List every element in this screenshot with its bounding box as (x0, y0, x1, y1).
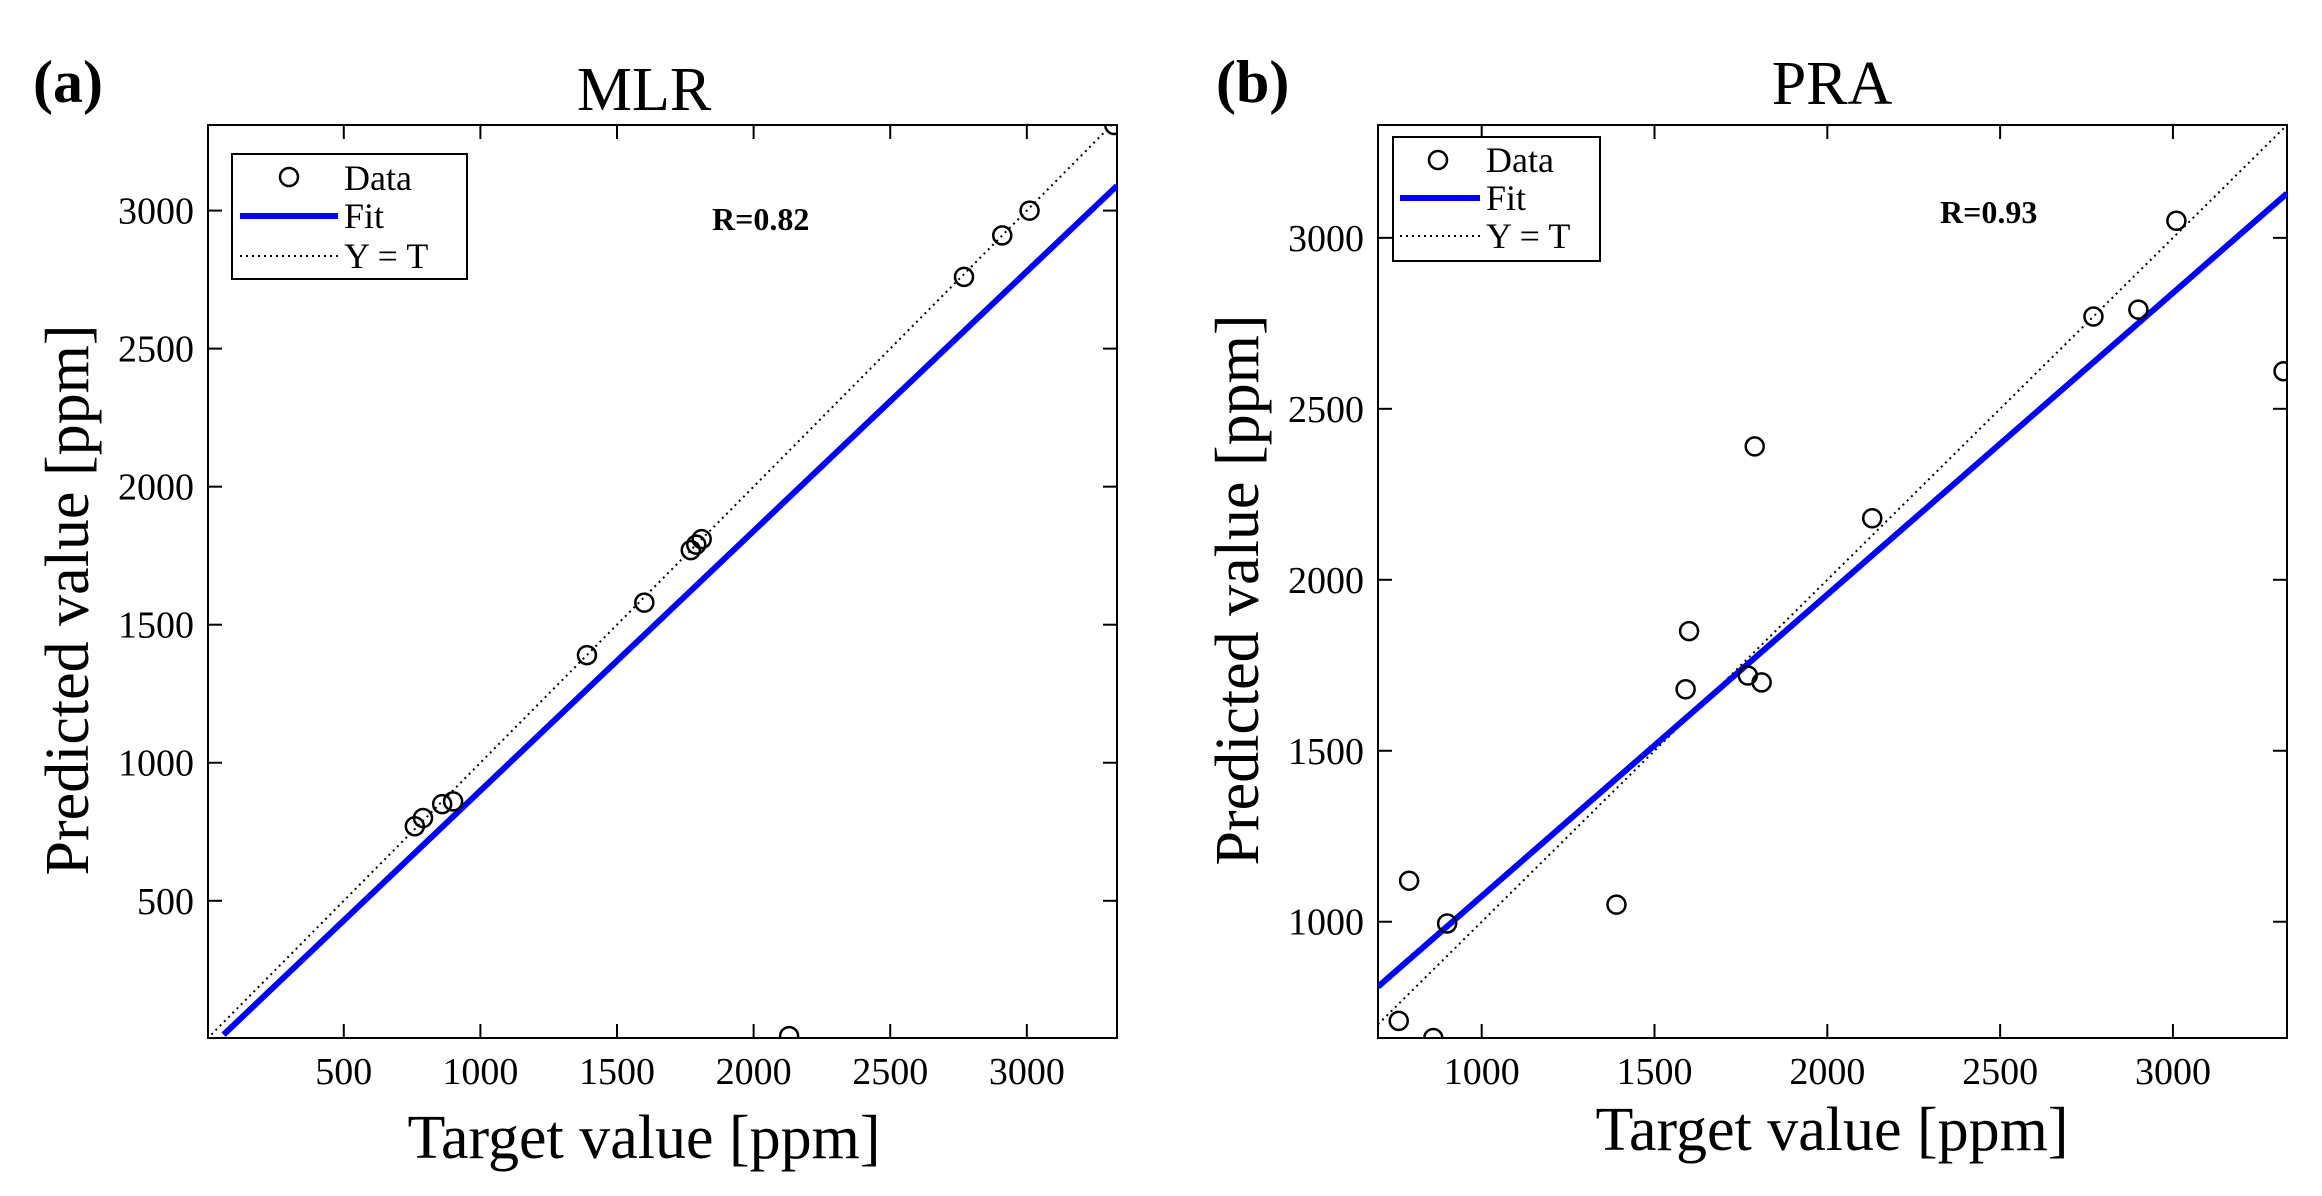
legend: Data Fit Y = T (1392, 136, 1601, 262)
x-tick-label: 1500 (1617, 1051, 1693, 1093)
data-point (1861, 507, 1883, 529)
legend-label-fit: Fit (344, 196, 384, 236)
data-points (404, 125, 1117, 1038)
tick-marks (208, 125, 1117, 1038)
legend-marker-data (278, 166, 300, 188)
fit-line (221, 183, 1117, 1037)
y-tick-label: 500 (137, 881, 194, 923)
plot-clip (1378, 125, 2287, 1038)
fit-line (1378, 191, 2287, 989)
data-point (431, 793, 453, 815)
legend-box (231, 153, 468, 280)
legend: Data Fit Y = T (231, 153, 468, 280)
data-point (1388, 1010, 1409, 1032)
panel-a: 500 1000 1500 2000 2500 3000 500 1000 1500 2000 2… (33, 49, 1118, 1172)
x-axis-title: Target value [ppm] (407, 1104, 880, 1172)
data-point (442, 791, 464, 812)
plot-area-frame (1377, 124, 2288, 1039)
y-tick-label: 2500 (118, 329, 194, 371)
x-tick-label: 2500 (1962, 1051, 2038, 1093)
x-tick-label: 1000 (442, 1051, 518, 1093)
y-tick-label: 2000 (1288, 560, 1364, 602)
chart-title: PRA (1772, 50, 1893, 118)
x-tick-label: 1500 (579, 1051, 655, 1093)
chart-title: MLR (577, 56, 712, 124)
data-point (2128, 299, 2149, 320)
x-tick-label: 3000 (989, 1051, 1065, 1093)
data-point (680, 539, 702, 561)
data-point (1751, 672, 1772, 693)
data-point (1436, 913, 1458, 934)
panel-label: (b) (1216, 49, 1289, 115)
data-point (1678, 620, 1700, 642)
y-tick-label: 3000 (118, 191, 194, 233)
data-point (412, 807, 434, 829)
panel-b: 1000 1500 2000 2500 3000 1000 1500 2000 2500 300… (1204, 49, 2288, 1164)
panel-label: (a) (33, 49, 103, 115)
data-point (634, 592, 655, 613)
data-point (1019, 200, 1040, 221)
data-point (2083, 306, 2104, 327)
y-tick-label: 2500 (1288, 389, 1364, 431)
data-point (1744, 436, 1765, 457)
legend-label-fit: Fit (1486, 178, 1526, 218)
x-tick-label: 2000 (1789, 1051, 1865, 1093)
data-point (691, 528, 712, 550)
y-axis-title: Predicted value [ppm] (34, 325, 102, 876)
legend-label-data: Data (344, 158, 412, 198)
legend-label-identity: Y = T (1486, 216, 1570, 256)
y-tick-label: 2000 (118, 467, 194, 509)
data-point (953, 266, 975, 288)
r-annotation: R=0.93 (1940, 194, 2037, 230)
data-point (2166, 210, 2187, 231)
data-point (576, 644, 598, 666)
legend-marker-data (1427, 149, 1449, 171)
data-point (991, 225, 1013, 246)
x-tick-label: 3000 (2135, 1051, 2211, 1093)
data-point (1606, 894, 1627, 915)
data-point (1423, 1027, 1444, 1038)
x-tick-label: 500 (315, 1051, 372, 1093)
data-point (1675, 678, 1696, 700)
tick-marks (1378, 125, 2287, 1038)
data-point (2273, 360, 2287, 382)
y-tick-label: 1500 (118, 605, 194, 647)
plot-clip (208, 125, 1117, 1038)
y-tick-labels: 1000 1500 2000 2500 3000 (1288, 218, 1364, 944)
data-point (778, 1025, 800, 1038)
data-point (685, 534, 707, 555)
data-points (1388, 210, 2287, 1038)
y-tick-label: 3000 (1288, 218, 1364, 260)
data-point (1104, 125, 1117, 136)
y-tick-label: 1000 (118, 743, 194, 785)
y-tick-labels: 500 1000 1500 2000 2500 3000 (118, 191, 194, 923)
x-tick-label: 1000 (1444, 1051, 1520, 1093)
legend-label-identity: Y = T (344, 236, 428, 276)
y-axis-title: Predicted value [ppm] (1204, 315, 1272, 866)
plot-area-frame (207, 124, 1118, 1039)
x-tick-label: 2000 (716, 1051, 792, 1093)
x-tick-labels: 500 1000 1500 2000 2500 3000 (315, 1051, 1065, 1093)
legend-label-data: Data (1486, 140, 1554, 180)
x-tick-labels: 1000 1500 2000 2500 3000 (1444, 1051, 2211, 1093)
y-tick-label: 1000 (1288, 902, 1364, 944)
x-axis-title: Target value [ppm] (1595, 1096, 2068, 1164)
y-tick-label: 1500 (1288, 731, 1364, 773)
data-point (1398, 870, 1420, 891)
x-tick-label: 2500 (852, 1051, 928, 1093)
r-annotation: R=0.82 (712, 201, 809, 237)
